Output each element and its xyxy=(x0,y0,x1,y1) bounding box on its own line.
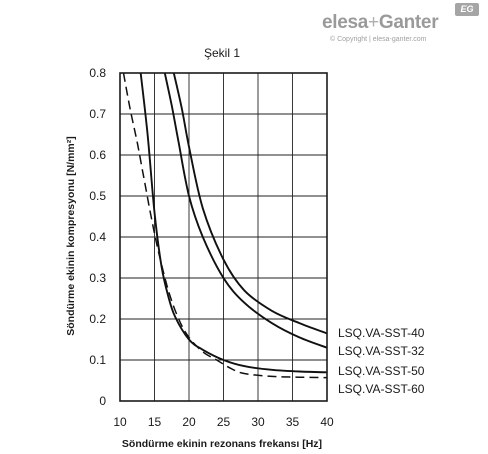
y-tick-label: 0.4 xyxy=(89,230,106,244)
y-tick-label: 0.1 xyxy=(89,353,106,367)
x-tick-label: 10 xyxy=(113,415,127,429)
brand-copyright: © Copyright | elesa-ganter.com xyxy=(330,36,427,43)
y-tick-label: 0.7 xyxy=(89,107,106,121)
y-tick-label: 0.3 xyxy=(89,271,106,285)
brand-name-right: Ganter xyxy=(378,12,439,33)
legend-entry: LSQ.VA-SST-32 xyxy=(338,344,425,358)
x-tick-label: 40 xyxy=(320,415,334,429)
brand-badge: EG xyxy=(455,3,479,16)
x-tick-label: 20 xyxy=(182,415,196,429)
y-axis-label: Söndürme ekinin kompresyonu [N/mm²] xyxy=(65,136,77,336)
legend-entry: LSQ.VA-SST-40 xyxy=(338,326,425,340)
brand-plus: + xyxy=(368,12,379,33)
legend-entry: LSQ.VA-SST-50 xyxy=(338,364,425,378)
x-tick-label: 30 xyxy=(251,415,265,429)
series-line-lsq-va-sst-32 xyxy=(163,73,327,349)
y-tick-label: 0.8 xyxy=(89,66,106,80)
brand-name-left: elesa xyxy=(322,12,369,33)
plot-frame xyxy=(119,72,328,402)
y-tick-label: 0.6 xyxy=(89,148,106,162)
x-tick-label: 15 xyxy=(148,415,162,429)
y-tick-label: 0.5 xyxy=(89,189,106,203)
series-line-lsq-va-sst-50 xyxy=(139,73,327,374)
x-axis-label: Söndürme ekinin rezonans frekansı [Hz] xyxy=(122,438,322,450)
brand-logo: elesa+Ganter xyxy=(322,12,439,34)
y-tick-label: 0.2 xyxy=(89,312,106,326)
chart-title: Şekil 1 xyxy=(204,46,240,60)
y-tick-label: 0 xyxy=(99,394,106,408)
series-line-lsq-va-sst-40 xyxy=(172,73,327,335)
x-tick-label: 35 xyxy=(286,415,300,429)
legend-entry: LSQ.VA-SST-60 xyxy=(338,382,425,396)
series-line-lsq-va-sst-60 xyxy=(122,73,327,379)
x-tick-label: 25 xyxy=(217,415,231,429)
